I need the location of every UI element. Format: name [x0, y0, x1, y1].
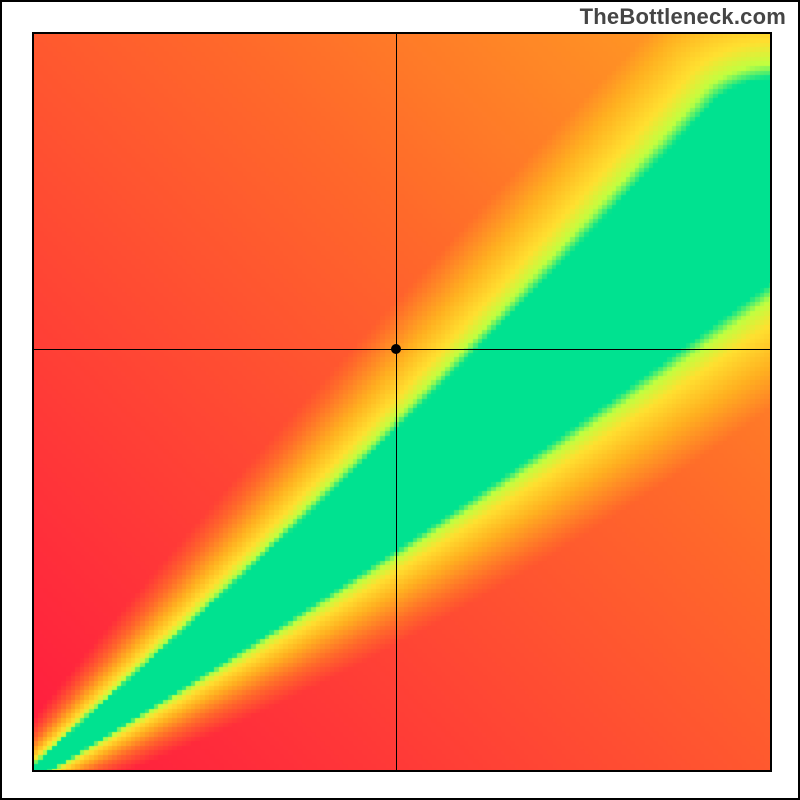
crosshair-vertical [396, 34, 397, 770]
plot-area [32, 32, 772, 772]
crosshair-horizontal [34, 349, 770, 350]
marker-dot [391, 344, 401, 354]
watermark-text: TheBottleneck.com [580, 4, 786, 30]
heatmap-canvas [34, 34, 772, 772]
